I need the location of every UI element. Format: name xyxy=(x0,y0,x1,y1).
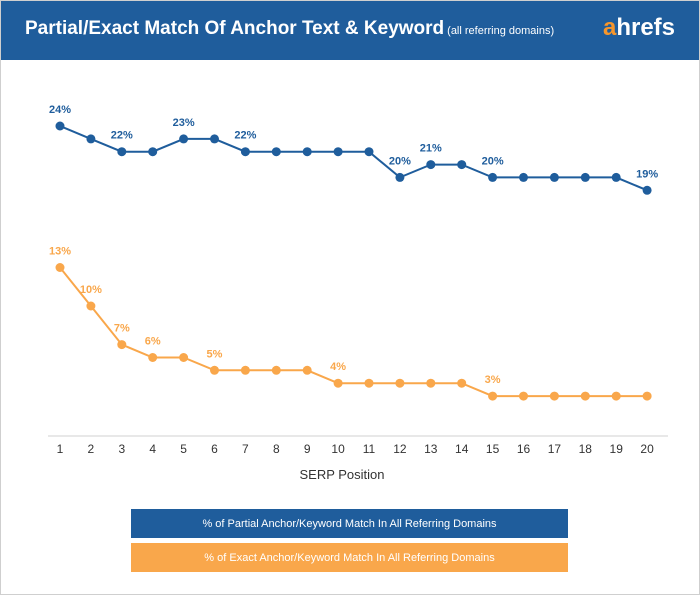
data-label: 21% xyxy=(420,143,442,155)
x-tick-label: 6 xyxy=(211,442,218,456)
x-tick-label: 18 xyxy=(579,442,593,456)
data-point xyxy=(55,121,65,131)
x-tick-label: 8 xyxy=(273,442,280,456)
x-tick-label: 10 xyxy=(331,442,345,456)
data-label: 4% xyxy=(330,361,346,373)
brand-logo-text: hrefs xyxy=(616,14,675,41)
data-point xyxy=(117,340,127,350)
x-tick-label: 9 xyxy=(304,442,311,456)
data-label: 24% xyxy=(49,104,71,116)
x-tick-label: 2 xyxy=(88,442,95,456)
data-label: 20% xyxy=(482,155,504,167)
series-line xyxy=(59,125,648,192)
x-tick-label: 15 xyxy=(486,442,500,456)
data-point xyxy=(333,147,343,157)
x-tick-label: 13 xyxy=(424,442,438,456)
data-point xyxy=(611,172,621,182)
data-point xyxy=(55,263,65,272)
data-point xyxy=(611,391,621,401)
data-label: 19% xyxy=(636,168,658,180)
data-point xyxy=(580,391,590,401)
data-label: 23% xyxy=(173,117,195,129)
data-point xyxy=(549,172,559,182)
data-point xyxy=(302,365,312,375)
chart-title-sub: (all referring domains) xyxy=(447,25,555,37)
data-point xyxy=(549,391,559,401)
data-point xyxy=(240,365,250,375)
data-point xyxy=(580,172,590,182)
data-point xyxy=(364,147,374,157)
brand-logo: ahrefs xyxy=(603,14,675,42)
data-point xyxy=(457,160,467,170)
data-point xyxy=(364,378,374,388)
data-point xyxy=(642,391,652,401)
x-axis-label: SERP Position xyxy=(299,467,384,482)
data-point xyxy=(210,134,219,144)
data-label: 22% xyxy=(111,130,133,142)
x-tick-label: 11 xyxy=(363,442,376,456)
x-tick-label: 20 xyxy=(640,442,654,456)
chart-header: Partial/Exact Match Of Anchor Text & Key… xyxy=(1,1,699,60)
x-tick-label: 16 xyxy=(517,442,531,456)
data-point xyxy=(426,378,436,388)
x-tick-label: 17 xyxy=(548,442,562,456)
data-point xyxy=(302,147,312,157)
x-tick-label: 12 xyxy=(393,442,407,456)
data-point xyxy=(488,391,498,401)
series-layer: 24% 22% 23% 22% 20% 21% 20% 19% 13% 10% 7% 6% 5% 4% 3% xyxy=(49,104,658,401)
data-label: 7% xyxy=(114,323,130,335)
x-tick-labels: 1 2 3 4 5 6 7 8 9 10 11 12 13 14 15 16 17 18 19 20 xyxy=(57,442,654,456)
x-tick-label: 5 xyxy=(180,442,187,456)
legend-partial: % of Partial Anchor/Keyword Match In All… xyxy=(131,509,568,538)
data-label: 3% xyxy=(485,374,501,386)
data-point xyxy=(457,378,467,388)
data-label: 13% xyxy=(49,246,71,258)
data-point xyxy=(148,353,158,362)
x-tick-label: 14 xyxy=(455,442,469,456)
data-point xyxy=(179,353,189,362)
data-point xyxy=(86,301,96,311)
data-label: 22% xyxy=(234,130,256,142)
data-label: 6% xyxy=(145,336,161,348)
data-point xyxy=(86,134,96,144)
data-point xyxy=(210,365,219,375)
data-point xyxy=(148,147,158,157)
data-point xyxy=(488,172,498,182)
x-tick-label: 3 xyxy=(118,442,125,456)
data-point xyxy=(642,185,652,195)
brand-logo-accent: a xyxy=(602,14,617,41)
data-label: 20% xyxy=(389,155,411,167)
data-point xyxy=(271,365,281,375)
x-tick-label: 7 xyxy=(242,442,249,456)
data-point xyxy=(395,378,405,388)
data-point xyxy=(179,134,189,144)
data-point xyxy=(240,147,250,157)
chart-title-main: Partial/Exact Match Of Anchor Text & Key… xyxy=(25,18,445,39)
legend-exact: % of Exact Anchor/Keyword Match In All R… xyxy=(131,543,568,572)
chart-title: Partial/Exact Match Of Anchor Text & Key… xyxy=(25,18,554,40)
series-line xyxy=(59,266,648,398)
data-point xyxy=(426,160,436,170)
x-tick-label: 4 xyxy=(149,442,156,456)
data-point xyxy=(117,147,127,157)
data-label: 5% xyxy=(207,348,223,360)
x-tick-label: 19 xyxy=(610,442,624,456)
data-label: 10% xyxy=(80,284,102,296)
data-point xyxy=(519,172,528,182)
data-point xyxy=(271,147,281,157)
data-point xyxy=(395,172,405,182)
x-tick-label: 1 xyxy=(57,442,64,456)
data-point xyxy=(519,391,528,401)
data-point xyxy=(333,378,343,388)
